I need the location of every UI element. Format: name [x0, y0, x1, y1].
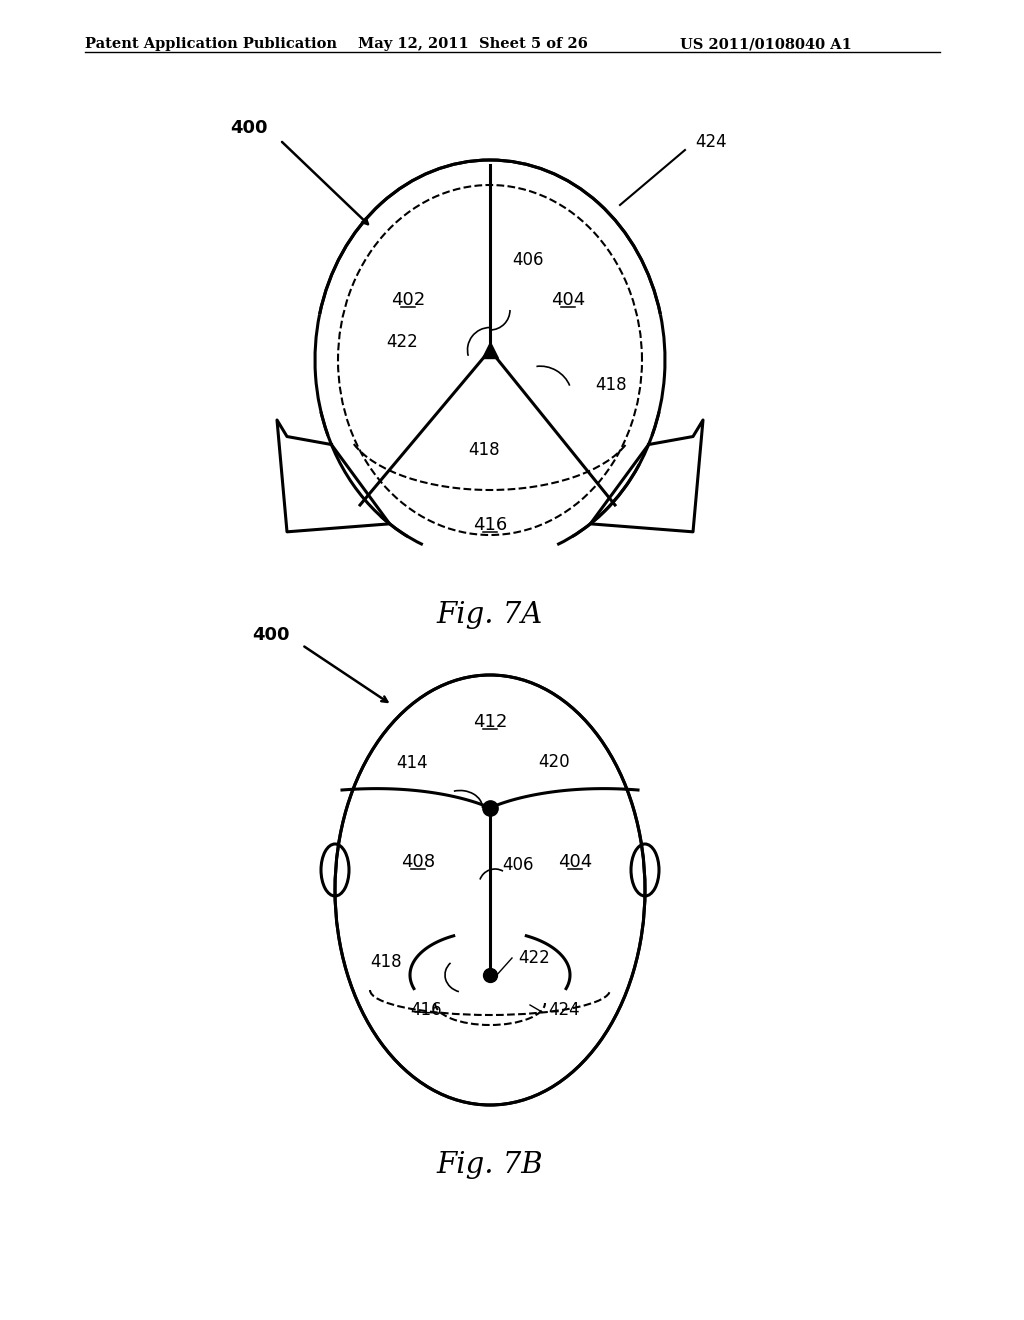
Text: 406: 406	[502, 855, 534, 874]
Polygon shape	[278, 420, 389, 532]
Ellipse shape	[335, 675, 645, 1105]
Polygon shape	[591, 420, 703, 532]
Text: 418: 418	[468, 441, 500, 459]
Text: 400: 400	[230, 119, 268, 137]
Ellipse shape	[321, 843, 349, 896]
Text: 418: 418	[371, 953, 402, 972]
Text: Patent Application Publication: Patent Application Publication	[85, 37, 337, 51]
Text: 416: 416	[410, 1001, 441, 1019]
Ellipse shape	[631, 843, 659, 896]
Text: 412: 412	[473, 713, 507, 731]
Text: 416: 416	[473, 516, 507, 535]
Text: Fig. 7B: Fig. 7B	[436, 1151, 544, 1179]
Ellipse shape	[315, 160, 665, 560]
Text: 424: 424	[695, 133, 727, 150]
Text: 402: 402	[391, 290, 425, 309]
Text: 406: 406	[512, 251, 544, 269]
Text: 400: 400	[253, 626, 290, 644]
Text: 404: 404	[558, 853, 592, 871]
Text: Fig. 7A: Fig. 7A	[437, 601, 543, 630]
Text: 420: 420	[538, 752, 569, 771]
Text: 422: 422	[518, 949, 550, 968]
Text: 418: 418	[595, 376, 627, 393]
Text: US 2011/0108040 A1: US 2011/0108040 A1	[680, 37, 852, 51]
Text: 414: 414	[396, 754, 428, 772]
Text: 422: 422	[386, 333, 418, 351]
Text: 424: 424	[548, 1001, 580, 1019]
Text: May 12, 2011  Sheet 5 of 26: May 12, 2011 Sheet 5 of 26	[358, 37, 588, 51]
Text: 404: 404	[551, 290, 585, 309]
Text: 408: 408	[401, 853, 435, 871]
